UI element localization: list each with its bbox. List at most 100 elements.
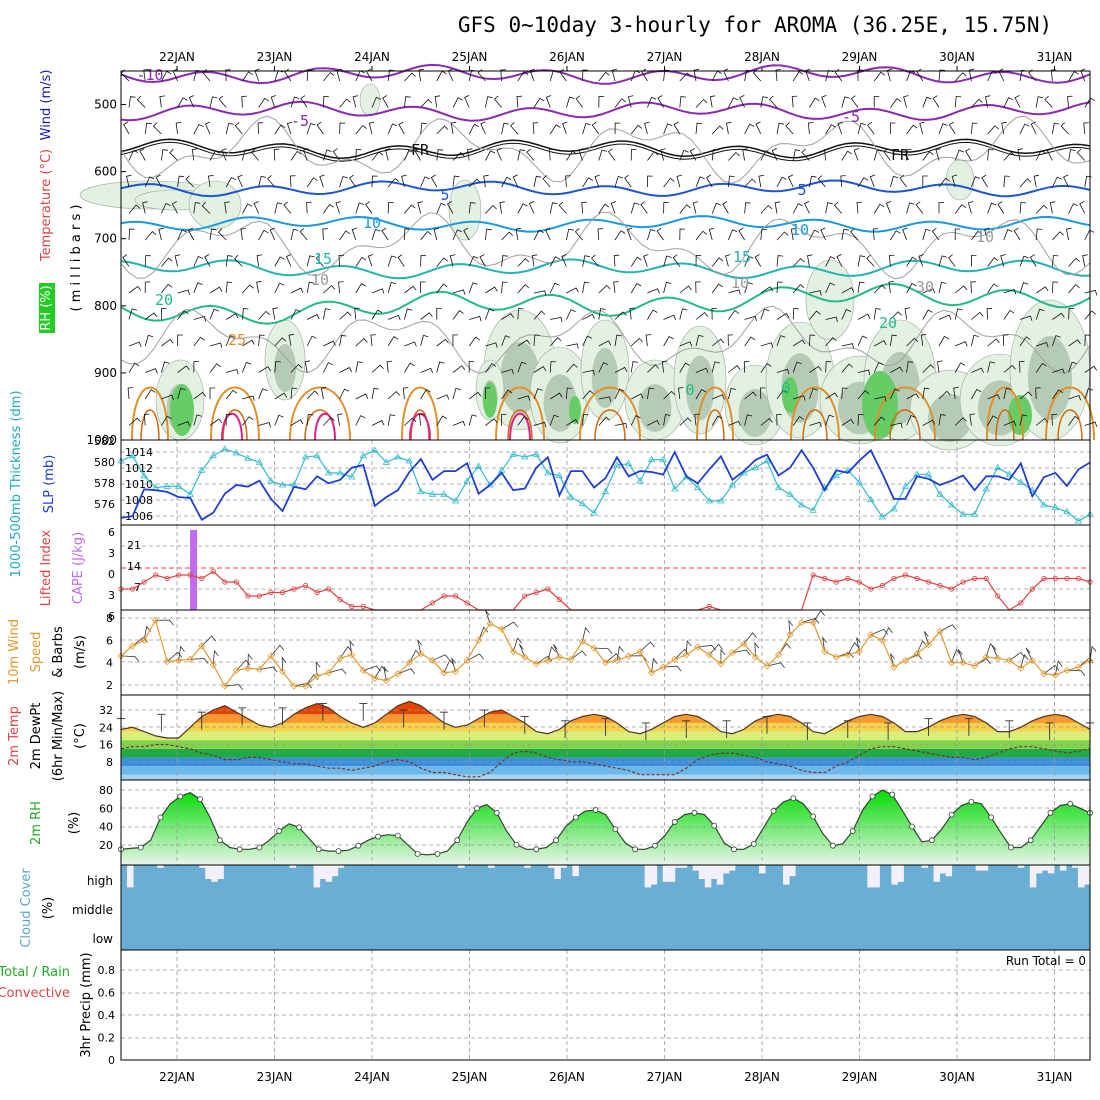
wind-barb	[436, 202, 446, 214]
wind-barb	[841, 287, 855, 294]
day-label-top: 28JAN	[744, 50, 780, 64]
wind-barb	[695, 388, 707, 400]
wind-barb-10m	[519, 643, 526, 658]
wind-barb	[582, 281, 590, 294]
wind-barb-10m	[501, 621, 519, 630]
wind-barb	[582, 414, 589, 426]
wind-barb	[997, 201, 1005, 214]
wind-barb	[193, 316, 207, 322]
rh-point	[988, 814, 995, 821]
wind-barb	[776, 414, 782, 426]
rh-point	[948, 811, 955, 818]
cloud-clear	[560, 865, 567, 868]
lifted-point	[856, 579, 862, 585]
wind-barb	[193, 123, 204, 135]
wind-barb	[1003, 229, 1013, 241]
wind-barb	[225, 389, 238, 400]
wind-barb	[242, 416, 254, 426]
lifted-tick: 3	[108, 547, 115, 560]
wind-barb	[404, 417, 417, 426]
cloud-clear	[710, 865, 718, 879]
wind-barb	[663, 314, 677, 321]
lifted-point	[279, 589, 286, 596]
wind-barb	[517, 416, 529, 426]
wind-barb-10m	[991, 645, 999, 659]
wind-barb	[468, 255, 479, 267]
wind-barb	[286, 121, 293, 135]
wind-barb	[1068, 415, 1080, 426]
wind-barb-10m	[281, 656, 287, 672]
wind-barb	[821, 95, 827, 108]
wind-barb	[1068, 339, 1081, 347]
wind-barb	[614, 230, 626, 241]
day-label-top: 22JAN	[159, 50, 195, 64]
wind-speed-point	[267, 652, 275, 660]
wind-barb	[971, 367, 984, 373]
thickness-point	[324, 469, 333, 476]
lifted-point	[233, 579, 239, 585]
wind-barb	[128, 308, 138, 320]
wind-barb	[834, 68, 843, 82]
wind-barb	[1052, 231, 1064, 241]
wind-barb	[986, 307, 993, 320]
wind-barb	[516, 95, 523, 108]
precip-conv-label: Convective	[0, 986, 70, 1001]
wind-barb	[769, 95, 778, 108]
wind-barb	[987, 338, 1000, 347]
wind-barb	[676, 174, 682, 188]
wind-barb	[449, 254, 456, 267]
wind-barb	[598, 308, 606, 320]
wind-barb	[728, 97, 739, 108]
wind-barb	[549, 202, 558, 214]
wind-barb	[922, 387, 930, 400]
wind-speed-point	[601, 659, 610, 667]
wind-barb	[242, 361, 252, 373]
warm-contour	[401, 386, 439, 441]
wind-barb	[873, 284, 886, 294]
rh-point	[770, 808, 777, 814]
wind-barb	[938, 123, 948, 135]
wind-barb	[873, 203, 885, 214]
rh-point	[592, 807, 599, 813]
wind-barb	[193, 282, 203, 294]
lifted-point	[268, 589, 274, 596]
wind-barb	[906, 414, 916, 426]
wind-barb	[531, 254, 538, 267]
wind-barb	[744, 315, 757, 322]
wind-barb	[352, 95, 359, 108]
hot-contour	[509, 412, 531, 441]
wind-barb-10m	[890, 653, 895, 668]
cloud-clear	[662, 865, 670, 882]
cloud-clear	[981, 865, 989, 871]
wind-barb-10m	[155, 619, 174, 626]
wind-barb	[841, 363, 853, 373]
cloud-clear	[548, 865, 555, 868]
thickness-point	[867, 495, 875, 503]
wind-speed-point	[198, 642, 206, 650]
rh-contour	[120, 115, 1091, 184]
wind-barb	[355, 149, 362, 161]
wind-barb-10m	[847, 641, 860, 656]
wind-barb	[711, 257, 724, 267]
wind-barb	[242, 339, 255, 347]
wind-barb	[791, 95, 798, 108]
wind-barb	[209, 387, 216, 400]
wind-barb	[499, 201, 505, 214]
wind-barb	[549, 392, 563, 400]
cloud-clear	[789, 865, 796, 877]
wind-barb	[809, 97, 820, 108]
wind-barb	[965, 148, 972, 161]
rh-point	[1007, 844, 1014, 851]
wind-barb	[161, 149, 168, 161]
wind-barb	[1051, 413, 1057, 426]
wind-barb-10m	[709, 643, 723, 656]
wind-barb	[371, 96, 382, 108]
wind-barb	[335, 201, 341, 214]
wind-barb	[614, 366, 628, 373]
wind-speed-point	[832, 653, 840, 661]
wind-speed-point	[625, 652, 633, 660]
cloud-clear	[157, 865, 164, 868]
wind-barb	[1052, 122, 1060, 135]
rh-shade-high	[170, 384, 194, 436]
wind-barb	[890, 366, 903, 373]
